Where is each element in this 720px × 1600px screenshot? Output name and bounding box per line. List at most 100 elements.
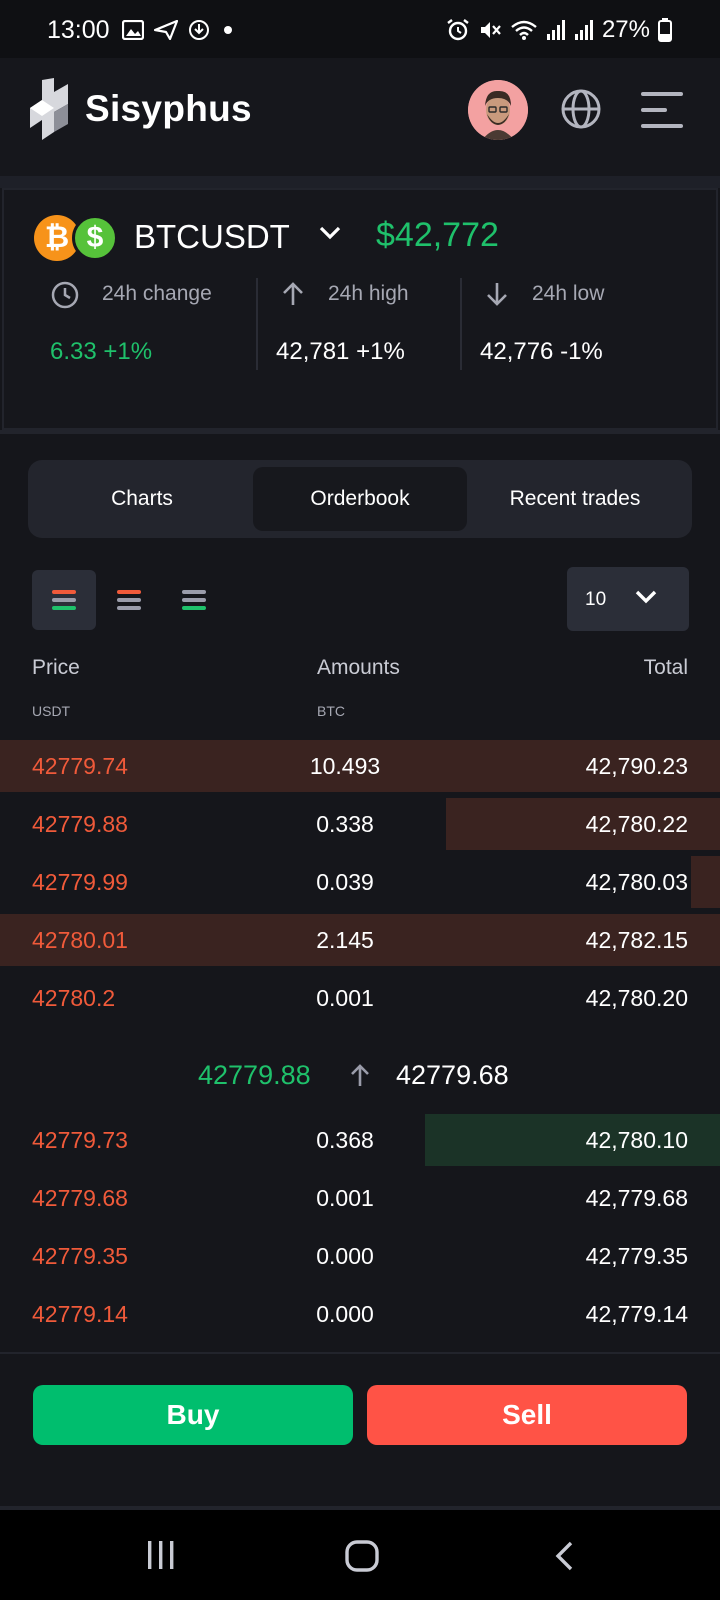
- card-bottom-border: [0, 1506, 720, 1510]
- ask-row[interactable]: 42780.2 0.001 42,780.20: [0, 972, 720, 1024]
- globe-icon[interactable]: [560, 88, 602, 130]
- stat-label: 24h low: [532, 282, 605, 305]
- column-price-unit: USDT: [32, 703, 71, 719]
- depth-bar: [691, 856, 720, 908]
- order-amount: 0.039: [316, 869, 374, 895]
- order-amount: 10.493: [309, 753, 381, 779]
- wifi-icon: [511, 20, 537, 40]
- order-total: 42,779.14: [585, 1301, 688, 1327]
- mid-price-row: 42779.88 42779.68: [0, 1058, 720, 1098]
- arrow-up-icon: [351, 1064, 369, 1086]
- depth-bar: [0, 740, 720, 792]
- download-icon: [189, 20, 209, 40]
- bid-row[interactable]: 42779.35 0.000 42,779.35: [0, 1230, 720, 1282]
- sell-button[interactable]: Sell: [367, 1385, 687, 1445]
- orderbook-asks-button[interactable]: [97, 570, 161, 630]
- stat-value: 42,781 +1%: [276, 338, 405, 365]
- order-total: 42,780.22: [585, 811, 688, 837]
- order-amount: 0.000: [316, 1243, 374, 1269]
- brand-name: Sisyphus: [85, 88, 252, 129]
- order-total: 42,779.68: [585, 1185, 688, 1211]
- usdt-glyph: $: [86, 221, 104, 254]
- depth-bar: [446, 798, 720, 850]
- status-left-icons: [122, 17, 236, 43]
- ask-row[interactable]: 42779.74 10.493 42,790.23: [0, 740, 720, 792]
- ask-row[interactable]: 42779.88 0.338 42,780.22: [0, 798, 720, 850]
- chevron-down-icon: [635, 590, 657, 604]
- system-nav-bar: [0, 1510, 720, 1600]
- bid-row[interactable]: 42779.73 0.368 42,780.10: [0, 1114, 720, 1166]
- order-amount: 0.338: [316, 811, 374, 837]
- depth-bar: [425, 1114, 720, 1166]
- stat-value: 6.33 +1%: [50, 338, 153, 365]
- view-tabs: Charts Orderbook Recent trades: [28, 460, 692, 538]
- order-price: 42779.14: [32, 1301, 128, 1327]
- last-price: 42779.88: [198, 1060, 311, 1090]
- column-price: Price: [32, 656, 80, 679]
- panel-divider: [0, 430, 720, 434]
- back-icon[interactable]: [552, 1540, 576, 1572]
- order-price: 42779.88: [32, 811, 128, 837]
- column-amount-unit: BTC: [317, 703, 345, 719]
- header-divider: [0, 176, 720, 188]
- dot-icon: [224, 26, 232, 34]
- status-right-icons: 27%: [446, 16, 672, 44]
- battery-icon: [658, 18, 672, 42]
- current-price: $42,772: [376, 216, 499, 254]
- orderbook-bids-button[interactable]: [162, 570, 226, 630]
- signal-icon: [546, 20, 565, 40]
- logo-icon: [30, 78, 68, 140]
- orderbook-both-button[interactable]: [32, 570, 96, 630]
- bid-row[interactable]: 42779.14 0.000 42,779.14: [0, 1288, 720, 1340]
- clock-icon: [51, 281, 79, 309]
- app-header: Sisyphus: [0, 58, 720, 176]
- pair-selector[interactable]: BTCUSDT: [134, 218, 290, 255]
- arrow-up-icon: [283, 282, 303, 305]
- order-total: 42,780.20: [585, 985, 688, 1011]
- orderbook-asks-icon: [117, 590, 141, 610]
- tab-charts[interactable]: Charts: [111, 487, 173, 510]
- order-total: 42,780.10: [585, 1127, 688, 1153]
- avatar[interactable]: [468, 80, 528, 140]
- order-price: 42779.73: [32, 1127, 128, 1153]
- orderbook-both-icon: [52, 590, 76, 610]
- stat-divider: [460, 278, 462, 370]
- order-amount: 0.368: [316, 1127, 374, 1153]
- column-amounts: Amounts: [317, 656, 400, 679]
- order-price: 42779.68: [32, 1185, 128, 1211]
- order-total: 42,779.35: [585, 1243, 688, 1269]
- buy-button[interactable]: Buy: [33, 1385, 353, 1445]
- mark-price: 42779.68: [396, 1060, 509, 1090]
- home-icon[interactable]: [345, 1540, 379, 1572]
- recents-icon[interactable]: [145, 1540, 177, 1570]
- ask-row[interactable]: 42780.01 2.145 42,782.15: [0, 914, 720, 966]
- chevron-down-icon[interactable]: [318, 224, 342, 242]
- tab-recent-trades[interactable]: Recent trades: [509, 487, 641, 510]
- column-total: Total: [643, 656, 688, 679]
- order-amount: 0.000: [316, 1301, 374, 1327]
- order-price: 42779.74: [32, 753, 128, 779]
- menu-icon[interactable]: [641, 90, 685, 130]
- depth-select[interactable]: 10: [567, 567, 689, 631]
- stat-divider: [256, 278, 258, 370]
- usdt-icon: $: [72, 215, 118, 261]
- btc-glyph: ₿: [44, 221, 70, 254]
- ask-row[interactable]: 42779.99 0.039 42,780.03: [0, 856, 720, 908]
- order-amount: 0.001: [316, 1185, 374, 1211]
- ticker-card: ₿ $ BTCUSDT $42,772 24h change 6.33 +1% …: [2, 188, 718, 430]
- orderbook-bids-icon: [182, 590, 206, 610]
- avatar-image: [468, 80, 528, 140]
- order-amount: 0.001: [316, 985, 374, 1011]
- tab-orderbook[interactable]: Orderbook: [253, 467, 467, 531]
- action-divider: [0, 1352, 720, 1354]
- order-price: 42779.99: [32, 869, 128, 895]
- order-amount: 2.145: [316, 927, 374, 953]
- order-total: 42,782.15: [585, 927, 688, 953]
- arrow-down-icon: [487, 283, 507, 306]
- status-bar: 13:00 27%: [0, 0, 720, 58]
- stat-value: 42,776 -1%: [480, 338, 603, 365]
- order-price: 42779.35: [32, 1243, 128, 1269]
- bid-row[interactable]: 42779.68 0.001 42,779.68: [0, 1172, 720, 1224]
- depth-bar: [0, 914, 720, 966]
- mute-icon: [480, 22, 501, 38]
